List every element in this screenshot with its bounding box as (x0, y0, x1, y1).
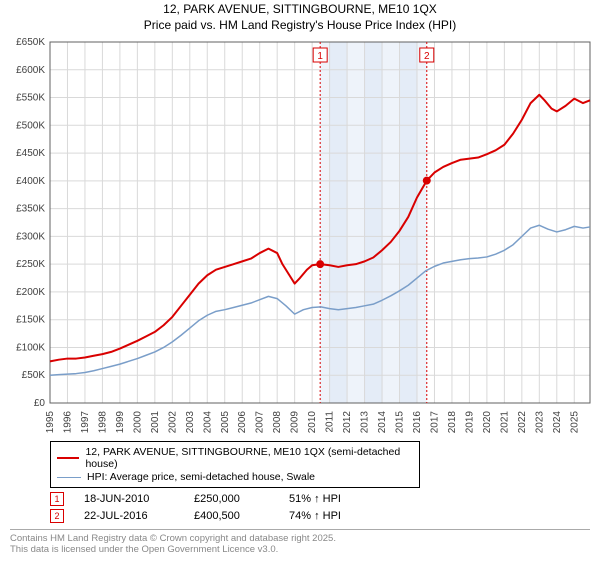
chart-area: £0 £50K £100K £150K £200K £250K £300K £350K £400… (0, 37, 600, 437)
svg-text:1996: 1996 (62, 411, 73, 434)
svg-text:£550K: £550K (16, 93, 45, 104)
svg-text:2023: 2023 (534, 411, 545, 434)
footer: Contains HM Land Registry data © Crown c… (10, 529, 590, 555)
svg-text:1: 1 (317, 51, 323, 62)
svg-text:£0: £0 (34, 398, 46, 409)
svg-text:2015: 2015 (395, 411, 406, 434)
svg-text:2011: 2011 (325, 411, 336, 433)
svg-text:2005: 2005 (220, 411, 231, 434)
svg-text:2018: 2018 (447, 411, 458, 434)
svg-text:2003: 2003 (185, 411, 196, 434)
chart-title: 12, PARK AVENUE, SITTINGBOURNE, ME10 1QX… (0, 2, 600, 33)
footer-line2: This data is licensed under the Open Gov… (10, 544, 590, 555)
sale-date: 18-JUN-2010 (84, 493, 174, 505)
svg-text:2017: 2017 (429, 411, 440, 434)
svg-text:2010: 2010 (307, 411, 318, 434)
svg-text:2013: 2013 (360, 411, 371, 434)
svg-text:£450K: £450K (16, 148, 45, 159)
svg-text:£100K: £100K (16, 343, 45, 354)
legend-swatch (57, 457, 79, 459)
svg-text:2: 2 (424, 51, 430, 62)
svg-text:£650K: £650K (16, 37, 45, 48)
svg-text:2009: 2009 (290, 411, 301, 434)
svg-text:1998: 1998 (97, 411, 108, 434)
legend-item: 12, PARK AVENUE, SITTINGBOURNE, ME10 1QX… (57, 446, 413, 470)
svg-text:2000: 2000 (132, 411, 143, 434)
sale-marker: 1 (50, 492, 64, 506)
svg-text:2001: 2001 (150, 411, 161, 434)
chart-svg: £0 £50K £100K £150K £200K £250K £300K £350K £400… (0, 37, 600, 437)
title-line2: Price paid vs. HM Land Registry's House … (0, 18, 600, 34)
sale-marker: 2 (50, 509, 64, 523)
svg-text:£150K: £150K (16, 315, 45, 326)
svg-text:2022: 2022 (517, 411, 528, 434)
svg-text:£350K: £350K (16, 204, 45, 215)
svg-text:2004: 2004 (202, 411, 213, 434)
legend-swatch (57, 477, 81, 478)
svg-text:£300K: £300K (16, 232, 45, 243)
svg-text:1997: 1997 (80, 411, 91, 434)
svg-text:£200K: £200K (16, 287, 45, 298)
sale-row: 1 18-JUN-2010 £250,000 51% ↑ HPI (50, 492, 590, 506)
footer-line1: Contains HM Land Registry data © Crown c… (10, 533, 590, 544)
svg-text:2020: 2020 (482, 411, 493, 434)
title-line1: 12, PARK AVENUE, SITTINGBOURNE, ME10 1QX (0, 2, 600, 18)
sale-pct: 51% ↑ HPI (289, 493, 341, 505)
legend-item: HPI: Average price, semi-detached house,… (57, 471, 413, 483)
sale-price: £250,000 (194, 493, 269, 505)
svg-text:2006: 2006 (237, 411, 248, 434)
legend-label: HPI: Average price, semi-detached house,… (87, 471, 315, 483)
svg-text:2008: 2008 (272, 411, 283, 434)
svg-text:£500K: £500K (16, 120, 45, 131)
svg-text:1995: 1995 (45, 411, 56, 434)
sale-pct: 74% ↑ HPI (289, 510, 341, 522)
svg-text:2002: 2002 (167, 411, 178, 434)
svg-text:2016: 2016 (412, 411, 423, 434)
svg-text:£600K: £600K (16, 65, 45, 76)
svg-text:£50K: £50K (22, 370, 46, 381)
svg-text:1999: 1999 (115, 411, 126, 434)
svg-text:2019: 2019 (464, 411, 475, 434)
svg-text:2012: 2012 (342, 411, 353, 434)
svg-text:£400K: £400K (16, 176, 45, 187)
sale-date: 22-JUL-2016 (84, 510, 174, 522)
legend: 12, PARK AVENUE, SITTINGBOURNE, ME10 1QX… (50, 441, 420, 488)
svg-text:2025: 2025 (569, 411, 580, 434)
svg-text:2007: 2007 (255, 411, 266, 434)
svg-text:2014: 2014 (377, 411, 388, 434)
svg-text:2021: 2021 (499, 411, 510, 434)
sale-row: 2 22-JUL-2016 £400,500 74% ↑ HPI (50, 509, 590, 523)
sale-price: £400,500 (194, 510, 269, 522)
sales-table: 1 18-JUN-2010 £250,000 51% ↑ HPI 2 22-JUL-201… (50, 492, 590, 523)
svg-text:2024: 2024 (552, 411, 563, 434)
legend-label: 12, PARK AVENUE, SITTINGBOURNE, ME10 1QX… (85, 446, 413, 470)
svg-text:£250K: £250K (16, 259, 45, 270)
